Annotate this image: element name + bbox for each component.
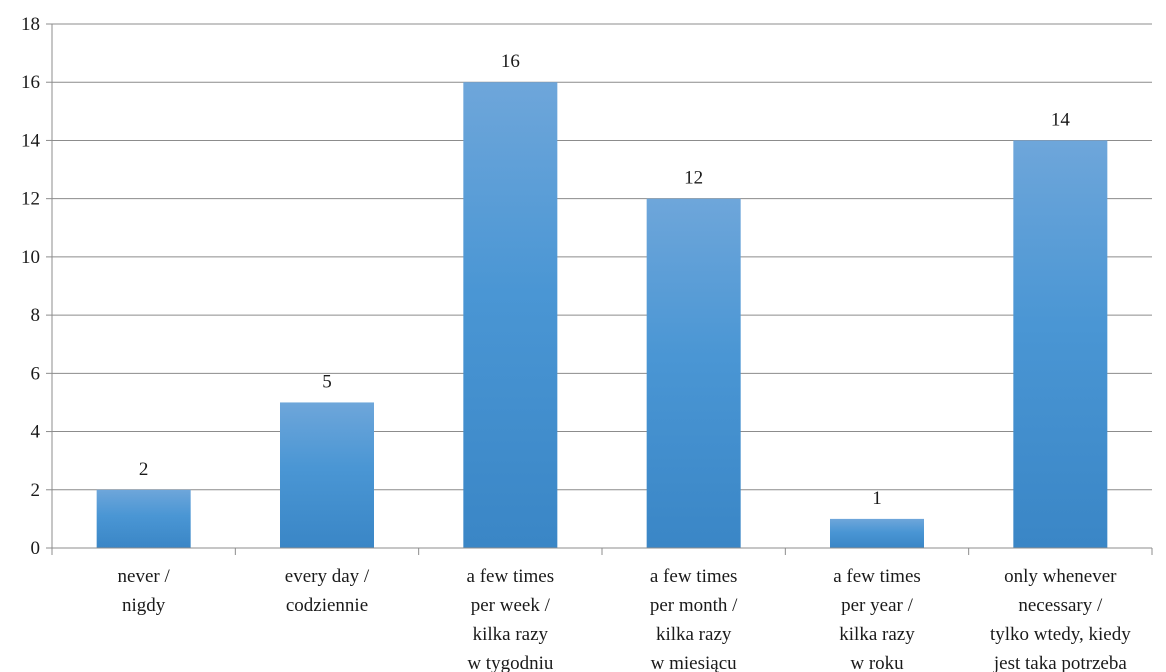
y-tick-label-0: 0 [31,538,41,559]
y-tick-label-16: 16 [21,72,40,93]
category-label-5-line-1: necessary / [1018,595,1103,616]
data-label-0: 2 [139,459,149,480]
bar-1 [280,402,374,548]
y-tick-label-10: 10 [21,247,40,268]
category-label-3-line-0: a few times [650,566,738,587]
y-tick-label-18: 18 [21,14,40,35]
category-label-1: every day / codziennie [285,566,370,616]
data-label-2: 16 [501,51,520,72]
axes [46,23,1153,555]
category-label-2-line-0: a few times [467,566,555,587]
y-tick-label-6: 6 [31,363,41,384]
category-label-3-line-2: kilka razy [656,624,732,645]
category-label-2-line-2: kilka razy [473,624,549,645]
category-label-0-line-0: never / [118,566,171,587]
category-label-4-line-2: kilka razy [839,624,915,645]
bar-0 [96,489,191,548]
category-label-2-line-1: per week / [471,595,551,616]
category-label-1-line-0: every day / [285,566,370,587]
category-label-1-line-1: codziennie [286,595,368,616]
category-label-4-line-3: w roku [850,653,904,672]
category-label-5: only whenever necessary / tylko wtedy, kie… [990,566,1131,672]
gridlines [52,23,1152,491]
y-tick-label-14: 14 [21,130,41,151]
y-tick-label-12: 12 [21,189,40,210]
category-label-0: never / nigdy [118,566,171,616]
data-label-1: 5 [322,371,332,392]
category-label-2-line-3: w tygodniu [467,653,554,672]
labels: 0 2 4 6 8 10 12 14 16 18 2 never / nigdy 5 every day /… [21,14,1131,672]
category-label-3-line-1: per month / [650,595,738,616]
bar-2 [463,82,558,548]
category-label-5-line-0: only whenever [1004,566,1117,587]
category-label-4: a few times per year / kilka razy w roku [833,566,921,672]
bar-3 [646,198,741,548]
y-tick-label-2: 2 [31,480,41,501]
category-label-4-line-1: per year / [841,595,913,616]
bar-4 [830,518,924,548]
category-label-5-line-3: jest taka potrzeba [993,653,1128,672]
y-tick-label-8: 8 [31,305,41,326]
bars [96,82,1108,548]
category-label-3-line-3: w miesiącu [651,653,738,672]
data-label-4: 1 [872,488,882,509]
category-label-0-line-1: nigdy [122,595,166,616]
data-label-5: 14 [1051,109,1071,130]
category-label-5-line-2: tylko wtedy, kiedy [990,624,1131,645]
y-tick-label-4: 4 [31,422,41,443]
category-label-4-line-0: a few times [833,566,921,587]
bar-5 [1013,140,1108,548]
category-label-3: a few times per month / kilka razy w miesią… [650,566,738,672]
data-label-3: 12 [684,168,703,189]
category-label-2: a few times per week / kilka razy w tygodni… [467,566,555,672]
